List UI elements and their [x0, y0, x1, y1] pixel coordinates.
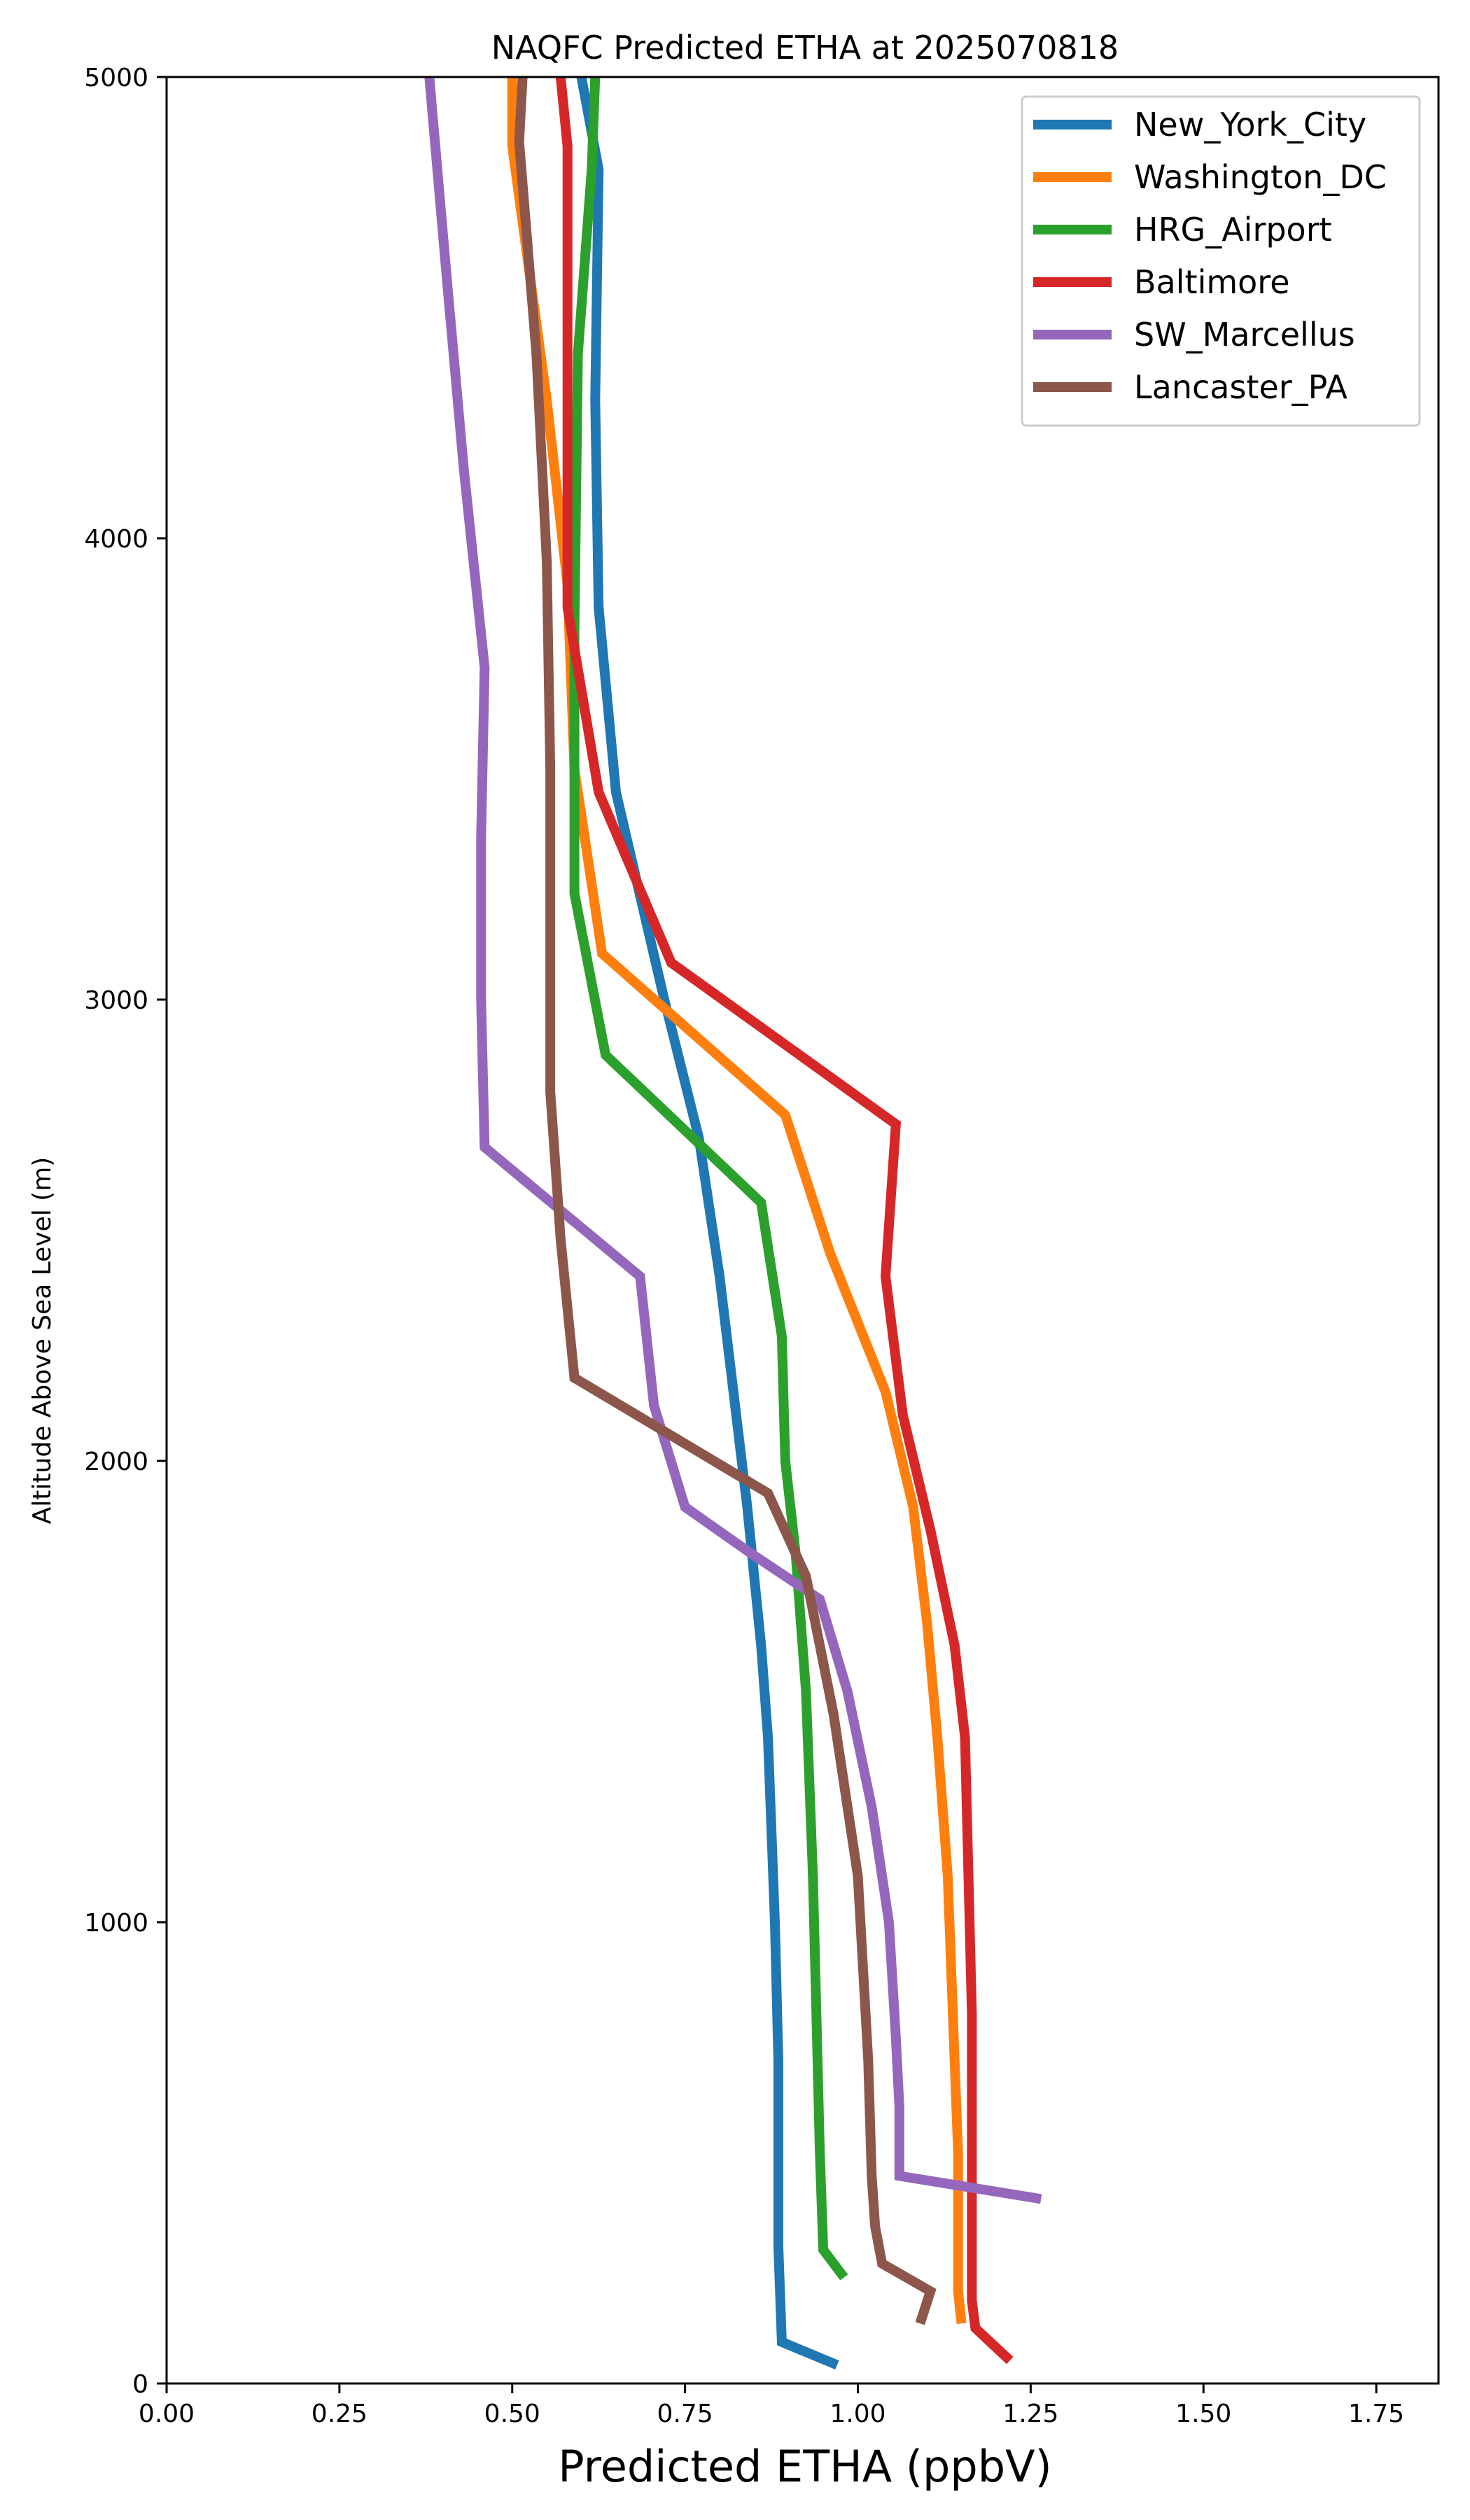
- legend-label: New_York_City: [1134, 106, 1366, 144]
- x-tick-label: 1.25: [1002, 2400, 1058, 2428]
- series-line-baltimore: [555, 76, 1014, 2365]
- x-tick-label: 1.75: [1348, 2400, 1404, 2428]
- tick-layer: 0.00 0.25 0.50 0.75 1.00 1.25 1.50 1.75 0 1000 200…: [84, 64, 1404, 2428]
- y-tick-label: 3000: [84, 986, 148, 1015]
- legend-label: Washington_DC: [1134, 158, 1387, 196]
- y-tick-label: 2000: [84, 1448, 148, 1476]
- x-tick-label: 0.75: [657, 2400, 713, 2428]
- plot-frame: [165, 76, 1440, 2385]
- x-tick-label: 1.00: [830, 2400, 886, 2428]
- x-axis-label: Predicted ETHA (ppbV): [558, 2441, 1051, 2492]
- legend: New_York_City Washington_DC HRG_Airport Bal…: [1021, 95, 1421, 427]
- x-tick-label: 1.50: [1175, 2400, 1231, 2428]
- series-layer: [424, 76, 1042, 2370]
- legend-label: Baltimore: [1134, 263, 1290, 301]
- y-tick-label: 5000: [84, 64, 148, 92]
- chart-title: NAQFC Predicted ETHA at 2025070818: [491, 29, 1119, 66]
- legend-label: HRG_Airport: [1134, 211, 1332, 248]
- y-axis-label: Altitude Above Sea Level (m): [28, 1157, 57, 1525]
- x-tick-label: 0.50: [484, 2400, 540, 2428]
- y-tick-label: 0: [132, 2370, 148, 2399]
- series-line-sw-marcellus: [424, 76, 1042, 2204]
- series-line-hrg-airport: [569, 76, 848, 2281]
- series-line-lancaster-pa: [514, 76, 937, 2325]
- x-tick-label: 0.00: [139, 2400, 195, 2428]
- y-tick-label: 1000: [84, 1909, 148, 1938]
- legend-label: Lancaster_PA: [1134, 368, 1348, 406]
- y-tick-label: 4000: [84, 525, 148, 554]
- x-tick-label: 0.25: [312, 2400, 368, 2428]
- series-line-new-york-city: [576, 76, 839, 2370]
- legend-box: [1021, 95, 1421, 427]
- series-line-washington-dc: [507, 77, 967, 2325]
- legend-label: SW_Marcellus: [1134, 316, 1355, 354]
